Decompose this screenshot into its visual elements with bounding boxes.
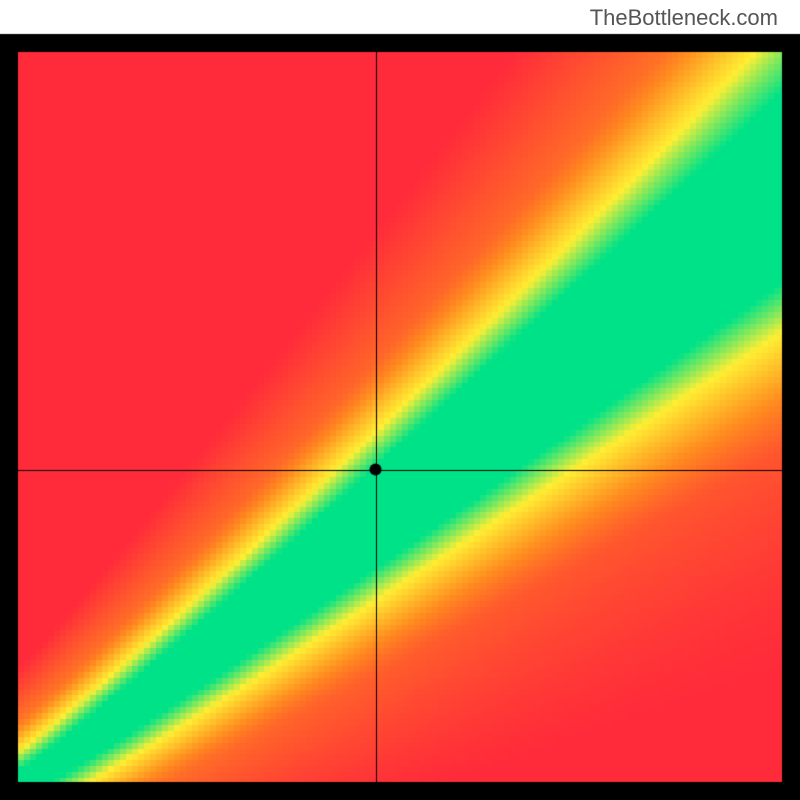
- watermark-label: TheBottleneck.com: [590, 5, 778, 31]
- chart-container: TheBottleneck.com: [0, 0, 800, 800]
- bottleneck-heatmap: [0, 0, 800, 800]
